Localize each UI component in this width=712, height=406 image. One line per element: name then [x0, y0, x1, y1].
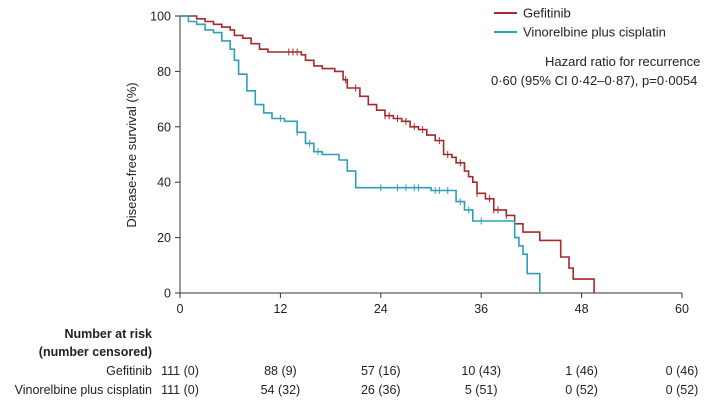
- risk-table-heading: Number at risk: [64, 327, 152, 341]
- survival-curve-vinorelbine: [180, 15, 541, 293]
- legend: Gefitinib Vinorelbine plus cisplatin: [494, 6, 666, 40]
- x-tick-label: 48: [575, 302, 589, 316]
- survival-curves: [180, 15, 595, 293]
- survival-curve-gefitinib: [180, 15, 595, 293]
- x-tick-label: 36: [474, 302, 488, 316]
- y-axis-title: Disease-free survival (%): [124, 82, 139, 227]
- y-tick-label: 20: [157, 231, 171, 245]
- y-tick-label: 40: [157, 176, 171, 190]
- risk-value: 111 (0): [161, 364, 199, 378]
- hazard-ratio-line1: Hazard ratio for recurrence: [545, 54, 700, 69]
- risk-value: 1 (46): [565, 364, 598, 378]
- x-tick-label: 24: [374, 302, 388, 316]
- x-tick-label: 60: [675, 302, 689, 316]
- y-tick-label: 80: [157, 65, 171, 79]
- risk-value: 54 (32): [261, 383, 301, 397]
- x-tick-label: 0: [177, 302, 184, 316]
- hazard-ratio-line2: 0·60 (95% CI 0·42–0·87), p=0·0054: [491, 73, 697, 88]
- risk-row-label-vinorelbine: Vinorelbine plus cisplatin: [15, 383, 152, 397]
- axis-ticks: 0 12 24 36 48 60 0 20 40 60 80 100: [150, 10, 689, 317]
- risk-table: Number at risk (number censored) Gefitin…: [15, 327, 699, 397]
- risk-values: 111 (0) 88 (9) 57 (16) 10 (43) 1 (46) 0 (46) 1…: [161, 364, 698, 397]
- risk-table-subheading: (number censored): [39, 345, 152, 359]
- risk-value: 0 (46): [666, 364, 699, 378]
- legend-label-vinorelbine: Vinorelbine plus cisplatin: [523, 25, 666, 40]
- legend-label-gefitinib: Gefitinib: [523, 6, 571, 21]
- risk-value: 5 (51): [465, 383, 498, 397]
- y-tick-label: 60: [157, 120, 171, 134]
- risk-value: 57 (16): [361, 364, 401, 378]
- risk-value: 10 (43): [461, 364, 501, 378]
- risk-value: 26 (36): [361, 383, 401, 397]
- risk-value: 0 (52): [565, 383, 598, 397]
- x-tick-label: 12: [273, 302, 287, 316]
- y-tick-label: 100: [150, 10, 171, 24]
- risk-row-label-gefitinib: Gefitinib: [106, 364, 152, 378]
- risk-value: 0 (52): [666, 383, 699, 397]
- y-tick-label: 0: [164, 287, 171, 301]
- risk-value: 111 (0): [161, 383, 199, 397]
- risk-value: 88 (9): [264, 364, 297, 378]
